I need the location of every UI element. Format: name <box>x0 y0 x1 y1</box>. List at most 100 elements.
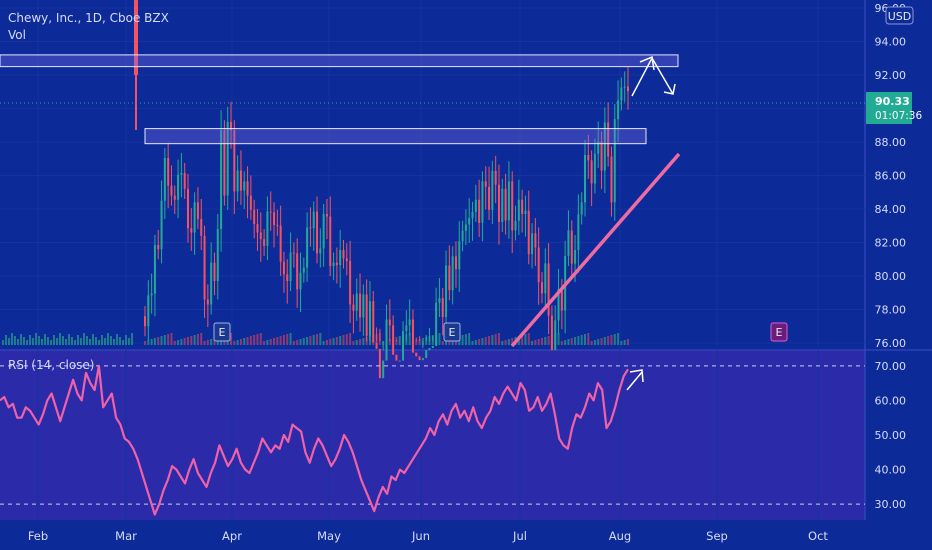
candle-body <box>339 250 342 266</box>
volume-bar <box>468 333 471 345</box>
candle-body <box>395 354 398 361</box>
volume-bar <box>524 334 527 345</box>
volume-bar <box>448 339 451 345</box>
volume-bar <box>623 340 626 345</box>
candle-body <box>537 247 540 283</box>
candle-body <box>497 184 500 222</box>
volume-bar <box>497 333 500 345</box>
volume-bar <box>312 335 315 345</box>
volume-bar <box>89 339 91 345</box>
time-tick-label: May <box>317 529 341 543</box>
volume-bar <box>590 341 593 345</box>
volume-bar <box>418 339 421 345</box>
candle-body <box>627 86 629 92</box>
time-tick-label: Sep <box>706 529 728 543</box>
candle-body <box>302 267 305 273</box>
candle-body <box>187 188 190 229</box>
earnings-marker[interactable] <box>213 322 231 342</box>
price-tick-label: 88.00 <box>875 136 907 149</box>
volume-bar <box>531 341 534 345</box>
candle-body <box>544 263 547 294</box>
volume-bar <box>131 333 133 345</box>
candle-body <box>306 227 309 268</box>
volume-bar <box>41 339 43 345</box>
volume-bar <box>44 334 46 345</box>
candle-body <box>570 230 573 264</box>
volume-bar <box>322 341 325 345</box>
volume-bar <box>273 338 276 345</box>
volume-bar <box>183 338 186 345</box>
candle-body <box>511 181 514 231</box>
candle-body <box>160 200 163 250</box>
candle-body <box>451 256 454 291</box>
currency-badge[interactable] <box>885 6 914 25</box>
candle-body <box>273 212 276 225</box>
volume-bar <box>104 338 106 345</box>
volume-bar <box>627 339 629 345</box>
resistance-zone[interactable] <box>144 128 647 145</box>
candle-body <box>415 352 418 357</box>
volume-bar <box>26 340 28 345</box>
volume-bar <box>157 337 160 345</box>
candle-body <box>299 272 302 290</box>
volume-bar <box>593 340 596 345</box>
candle-body <box>173 195 176 200</box>
rsi-arrow[interactable] <box>626 371 643 391</box>
candle-body <box>203 235 206 300</box>
arrow-head <box>639 55 655 71</box>
candle-body <box>405 325 408 332</box>
volume-bar <box>438 333 441 345</box>
price-tick-label: 82.00 <box>875 237 907 250</box>
trend-line[interactable] <box>510 152 681 348</box>
rsi-tick-label: 40.00 <box>875 464 907 477</box>
volume-bar <box>362 338 365 345</box>
candle-body <box>402 331 405 361</box>
candle-body <box>421 358 424 361</box>
candle-body <box>461 230 464 242</box>
volume-bar <box>119 337 121 345</box>
volume-bar <box>564 340 567 345</box>
volume-bar <box>507 339 510 345</box>
volume-bar <box>246 337 249 345</box>
candle-body <box>501 188 504 222</box>
volume-bar <box>206 340 209 345</box>
candle-body <box>157 245 160 250</box>
volume-bar <box>170 333 173 345</box>
volume-bar <box>74 340 76 345</box>
earnings-marker-label: E <box>776 326 783 339</box>
volume-bar <box>461 335 464 345</box>
candle-body <box>517 199 520 221</box>
volume-bar <box>8 338 10 345</box>
rsi-tick-label: 70.00 <box>875 360 907 373</box>
candle-body <box>342 250 345 259</box>
candle-body <box>316 211 319 254</box>
volume-bar <box>243 338 246 345</box>
volume-bar <box>464 334 467 345</box>
resistance-zone[interactable] <box>0 54 679 68</box>
candle-body <box>418 356 421 361</box>
volume-bar <box>71 337 73 345</box>
volume-bar <box>2 340 4 345</box>
volume-bar <box>230 333 233 345</box>
earnings-marker[interactable] <box>770 322 788 342</box>
volume-bar <box>92 334 94 345</box>
rsi-tick-label: 30.00 <box>875 498 907 511</box>
volume-bar <box>163 335 166 345</box>
time-tick-label: Mar <box>115 529 137 543</box>
volume-bar <box>11 333 13 345</box>
volume-bar <box>203 341 206 345</box>
earnings-marker[interactable] <box>443 322 461 342</box>
volume-bar <box>153 338 156 345</box>
candle-body <box>150 293 153 296</box>
time-tick-label: Oct <box>808 529 828 543</box>
candle-body <box>478 199 481 223</box>
earnings-marker-label: E <box>219 326 226 339</box>
candle-body <box>282 261 285 275</box>
volume-bar <box>587 333 590 345</box>
volume-bar <box>544 337 547 345</box>
candle-body <box>468 218 471 225</box>
volume-bar <box>567 339 570 345</box>
volume-bar <box>540 338 543 345</box>
